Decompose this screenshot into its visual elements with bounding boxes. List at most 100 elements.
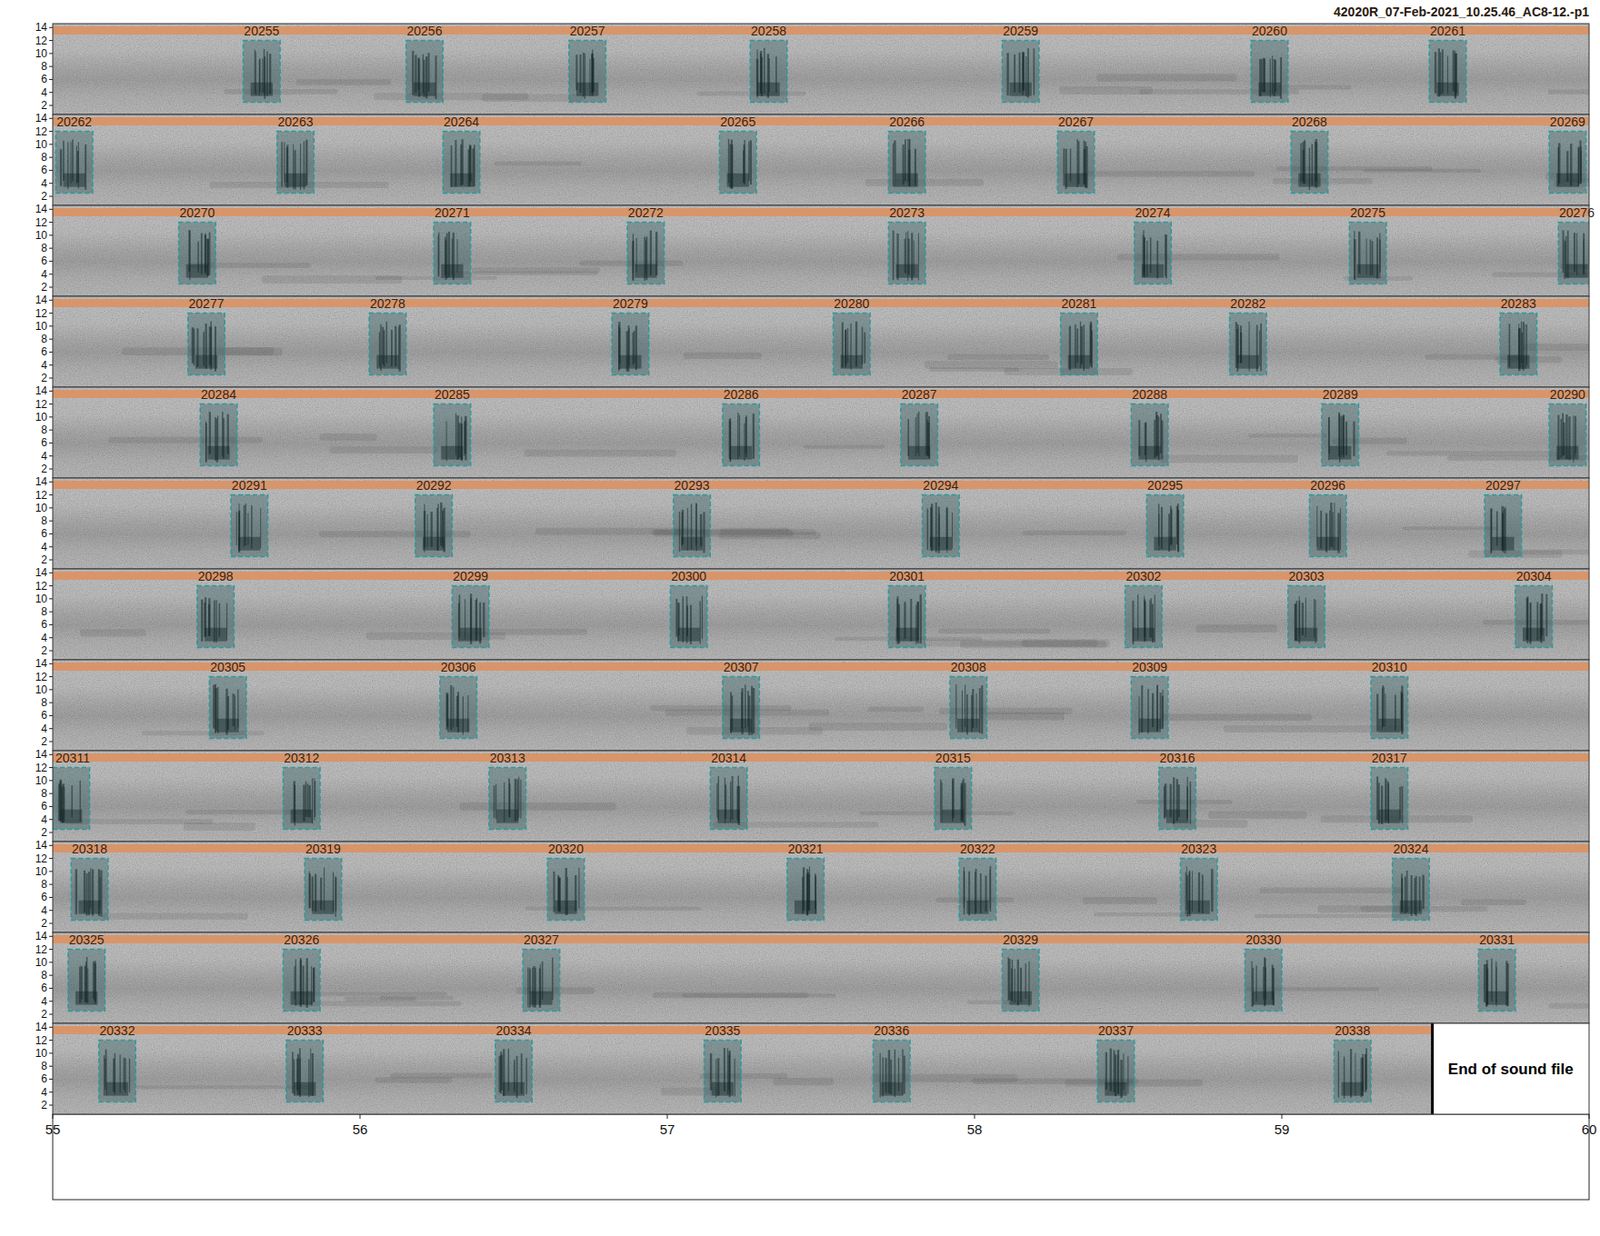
y-tick-label: 8 <box>40 60 48 73</box>
y-tick-label: 2 <box>40 644 48 658</box>
y-tick-label: 12 <box>35 307 49 320</box>
selection-label: 20319 <box>305 841 341 857</box>
selection-box <box>1370 768 1409 830</box>
y-tick <box>49 650 53 652</box>
x-tick-label: 60 <box>1581 1121 1598 1138</box>
selection-box <box>1159 768 1197 830</box>
selection-box <box>888 131 926 194</box>
row-noise <box>52 569 1590 660</box>
y-tick-label: 12 <box>35 943 49 957</box>
row-background <box>52 932 1590 1024</box>
noise-smudge <box>652 992 809 1000</box>
selection-label: 20279 <box>612 296 649 311</box>
y-tick-label: 10 <box>35 592 49 606</box>
x-tick <box>974 1114 976 1120</box>
selection-box <box>304 859 342 921</box>
y-tick-label: 4 <box>40 359 48 372</box>
selection-box <box>1478 950 1516 1012</box>
row-noise <box>52 932 1590 1024</box>
selection-box <box>433 404 471 467</box>
selection-box <box>750 40 788 103</box>
y-tick <box>49 416 53 418</box>
y-tick <box>49 378 53 380</box>
selection-label: 20318 <box>71 841 108 857</box>
y-tick-label: 14 <box>35 566 49 580</box>
noise-smudge <box>947 354 1050 361</box>
label-band <box>52 26 1590 35</box>
x-tick-label: 57 <box>660 1121 676 1138</box>
selection-label: 20298 <box>198 569 234 584</box>
y-tick <box>49 793 53 795</box>
spectrogram-row <box>52 841 1590 933</box>
y-tick <box>49 1000 53 1002</box>
row-band <box>52 387 1590 479</box>
selection-box <box>670 586 708 649</box>
selection-label: 20264 <box>443 114 480 130</box>
selection-box <box>200 404 238 467</box>
row-frame <box>52 387 1590 479</box>
y-tick <box>49 949 53 950</box>
noise-smudge <box>1248 433 1327 438</box>
selection-label: 20309 <box>1131 660 1168 675</box>
selection-box <box>1146 495 1184 558</box>
y-tick <box>49 234 53 236</box>
y-tick <box>49 780 53 781</box>
selection-box <box>1125 586 1163 649</box>
selection-label: 20317 <box>1371 750 1408 766</box>
selection-label: 20308 <box>950 660 987 675</box>
y-tick-label: 14 <box>35 839 49 852</box>
row-background <box>52 205 1590 297</box>
x-tick-label: 56 <box>352 1121 369 1138</box>
y-tick-label: 8 <box>40 969 48 982</box>
row-frame <box>52 1023 1590 1115</box>
selection-box <box>722 404 760 467</box>
y-tick <box>49 1079 53 1080</box>
y-tick-label: 6 <box>40 163 48 177</box>
y-tick-label: 2 <box>40 917 48 930</box>
row-noise <box>52 750 1590 842</box>
noise-smudge <box>102 912 249 920</box>
row-background <box>52 1023 1590 1115</box>
y-tick-label: 8 <box>40 696 48 710</box>
row-background <box>52 750 1590 842</box>
selection-box <box>722 677 760 740</box>
selection-label: 20320 <box>548 841 584 857</box>
y-tick <box>49 1105 53 1107</box>
y-tick-label: 12 <box>35 1034 49 1048</box>
selection-label: 20255 <box>243 23 280 39</box>
y-tick <box>49 79 53 80</box>
noise-smudge <box>924 360 1059 370</box>
x-tick-label: 58 <box>967 1121 983 1138</box>
selection-label: 20316 <box>1160 750 1196 766</box>
noise-smudge <box>719 532 821 540</box>
selection-box <box>934 768 972 830</box>
y-tick-label: 14 <box>35 657 49 670</box>
row-background <box>52 23 1590 115</box>
y-tick <box>49 1027 53 1029</box>
y-tick <box>49 52 53 54</box>
y-tick <box>49 118 53 120</box>
y-tick-label: 6 <box>40 800 48 813</box>
selection-box <box>900 404 939 467</box>
noise-smudge <box>682 352 761 360</box>
y-tick <box>49 209 53 210</box>
noise-smudge <box>1386 450 1559 456</box>
selection-label: 20275 <box>1350 205 1386 220</box>
y-tick-label: 2 <box>40 1099 48 1112</box>
row-frame <box>52 478 1590 570</box>
selection-label: 20332 <box>100 1023 136 1039</box>
y-tick-label: 10 <box>35 410 49 424</box>
y-tick <box>49 1052 53 1054</box>
y-tick <box>49 1091 53 1093</box>
y-tick <box>49 702 53 704</box>
y-tick <box>49 273 53 275</box>
row-background <box>52 387 1590 479</box>
row-background <box>52 114 1590 206</box>
y-tick-label: 4 <box>40 450 48 463</box>
noise-smudge <box>938 629 1051 634</box>
selection-box <box>1500 313 1538 376</box>
y-tick <box>49 430 53 431</box>
y-tick-label: 8 <box>40 605 48 619</box>
y-tick-label: 12 <box>35 34 49 48</box>
y-tick <box>49 572 53 574</box>
